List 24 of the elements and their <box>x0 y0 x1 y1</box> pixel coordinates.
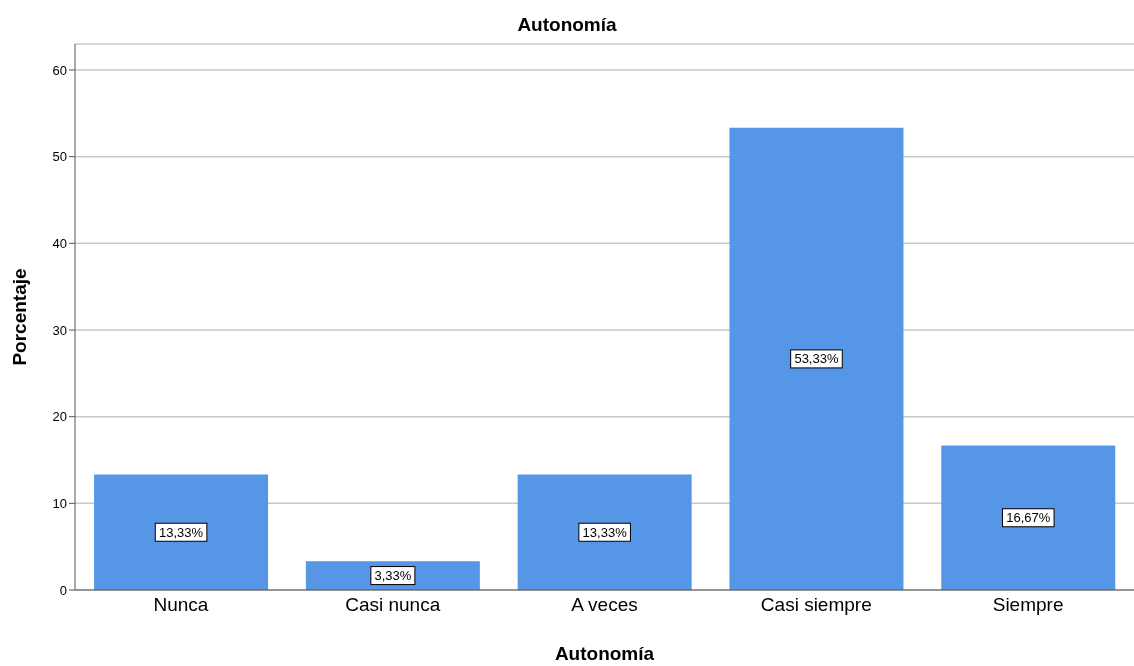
chart-title: Autonomía <box>516 14 618 36</box>
bar <box>517 474 692 590</box>
x-tick-label: Siempre <box>992 594 1064 616</box>
y-tick-label: 50 <box>52 149 67 165</box>
x-tick-label: Casi nunca <box>345 594 441 616</box>
bar <box>941 445 1116 590</box>
x-tick-label: Casi siempre <box>760 594 872 616</box>
y-tick-label: 30 <box>52 322 67 338</box>
y-tick-label: 60 <box>52 62 67 78</box>
data-label: 3,33% <box>374 568 412 584</box>
bar <box>729 127 904 590</box>
x-tick-label: A veces <box>571 594 638 616</box>
y-tick-label: 0 <box>59 582 67 598</box>
y-tick-label: 40 <box>52 235 67 251</box>
x-axis-title: Autonomía <box>553 643 656 665</box>
data-label: 53,33% <box>794 351 839 367</box>
data-label: 13,33% <box>582 524 628 540</box>
data-label: 16,67% <box>1006 510 1051 526</box>
y-axis-title: Porcentaje <box>9 268 31 366</box>
x-tick-label: Nunca <box>153 594 209 616</box>
y-tick-label: 20 <box>52 409 67 425</box>
y-tick-label: 10 <box>52 495 67 511</box>
bar <box>94 474 269 590</box>
data-label: 13,33% <box>159 524 204 540</box>
